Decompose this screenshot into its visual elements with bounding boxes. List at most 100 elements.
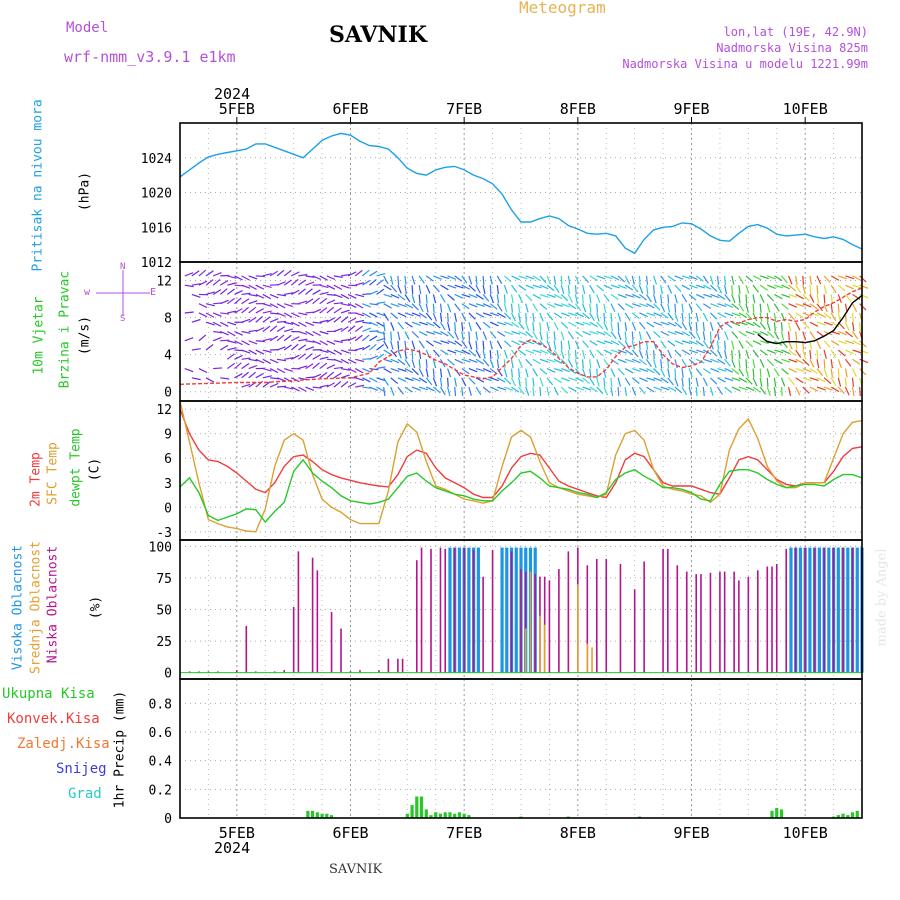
wind-arrow	[702, 377, 708, 387]
wind-arrow	[241, 371, 249, 379]
wind-arrow	[809, 359, 815, 368]
wind-arrow	[632, 367, 642, 373]
wind-arrow	[227, 297, 235, 305]
wind-arrow	[823, 275, 831, 283]
wind-arrow	[475, 275, 478, 285]
wind-arrow	[418, 359, 421, 369]
wind-arrow	[582, 368, 587, 378]
bar-niska-oblacnost	[586, 565, 589, 673]
station-title: SAVNIK	[329, 22, 427, 48]
wind-arrow	[369, 377, 378, 383]
y-tick-label: 100	[149, 540, 172, 555]
wind-arrow	[674, 312, 679, 322]
wind-arrow	[333, 349, 343, 355]
wind-arrow	[482, 312, 492, 317]
wind-arrow	[617, 387, 620, 397]
wind-arrow	[298, 353, 306, 360]
wind-arrow	[206, 357, 215, 359]
wind-arrow	[660, 359, 663, 369]
wind-arrow	[482, 285, 486, 295]
wind-arrow	[425, 284, 431, 294]
wind-arrow	[276, 269, 285, 277]
wind-arrow	[355, 282, 365, 286]
wind-arrow	[617, 293, 627, 299]
wind-arrow	[276, 326, 286, 333]
wind-arrow	[688, 275, 698, 280]
wind-arrow	[809, 275, 813, 285]
wind-arrow	[362, 344, 371, 351]
wind-arrow	[773, 322, 777, 332]
wind-arrow	[248, 300, 258, 305]
wind-arrow	[546, 368, 556, 373]
wind-arrow	[709, 340, 714, 350]
bar-niska-oblacnost	[491, 550, 494, 673]
wind-arrow	[738, 321, 748, 326]
wind-arrow	[347, 271, 357, 277]
wind-arrow	[610, 386, 614, 397]
wind-arrow	[809, 285, 812, 295]
bar-ukupna-kisa	[457, 812, 462, 818]
wind-arrow	[716, 275, 720, 285]
bar-niska-oblacnost	[292, 606, 295, 673]
wind-arrow	[695, 377, 699, 387]
wind-arrow	[567, 331, 574, 340]
wind-arrow	[681, 312, 684, 322]
legend-grad: Grad	[68, 786, 102, 802]
bar-niska-oblacnost	[444, 548, 447, 673]
wind-arrow	[425, 340, 434, 347]
wind-arrow	[653, 312, 663, 317]
wind-arrow	[369, 303, 379, 306]
wind-arrow	[617, 377, 622, 387]
wind-arrow	[490, 312, 499, 317]
wind-arrow	[560, 386, 569, 394]
wind-arrow	[610, 312, 613, 322]
wind-arrow	[454, 340, 463, 347]
wind-arrow	[688, 340, 698, 345]
wind-arrow	[731, 285, 734, 295]
wind-arrow	[397, 377, 407, 383]
wind-arrow	[795, 321, 801, 331]
wind-arrow	[667, 386, 677, 392]
wind-arrow	[532, 358, 541, 365]
wind-arrow	[560, 275, 563, 285]
wind-arrow	[561, 312, 570, 317]
wind-arrow	[582, 312, 590, 320]
wind-arrow	[702, 387, 705, 397]
wind-arrow	[561, 377, 570, 382]
bar-ukupna-kisa	[850, 812, 855, 818]
wind-arrow	[255, 349, 265, 355]
wind-arrow	[837, 377, 842, 387]
wind-arrow	[752, 349, 759, 358]
wind-arrow	[319, 372, 328, 379]
wind-arrow	[710, 368, 720, 373]
wind-arrow	[390, 303, 400, 308]
wind-arrow	[809, 303, 818, 310]
wind-arrow	[432, 303, 435, 313]
wind-arrow	[596, 377, 600, 387]
wind-arrow	[319, 356, 329, 360]
wind-arrow	[802, 368, 812, 373]
y-tick-label: 4	[164, 349, 172, 364]
wind-arrow	[362, 377, 371, 383]
wind-arrow	[518, 303, 521, 313]
wind-arrow	[710, 303, 720, 308]
wind-arrow	[326, 340, 336, 345]
wind-arrow	[525, 275, 535, 280]
wind-arrow	[326, 349, 336, 355]
wind-arrow	[255, 340, 265, 343]
wind-arrow	[248, 340, 258, 345]
bar-ukupna-kisa	[329, 815, 334, 818]
wind-arrow	[269, 318, 279, 323]
wind-arrow	[262, 310, 272, 314]
bar-niska-oblacnost	[643, 561, 645, 673]
wind-arrow	[418, 285, 422, 295]
wind-arrow	[298, 330, 308, 335]
wind-arrow	[631, 340, 635, 350]
wind-arrow	[532, 312, 535, 322]
wind-arrow	[262, 325, 271, 332]
wind-arrow	[852, 284, 862, 289]
wind-arrow	[773, 303, 780, 312]
wind-arrow	[745, 349, 750, 359]
wind-arrow	[369, 367, 379, 371]
wind-label-2: Brzina i Pravac	[57, 270, 73, 389]
